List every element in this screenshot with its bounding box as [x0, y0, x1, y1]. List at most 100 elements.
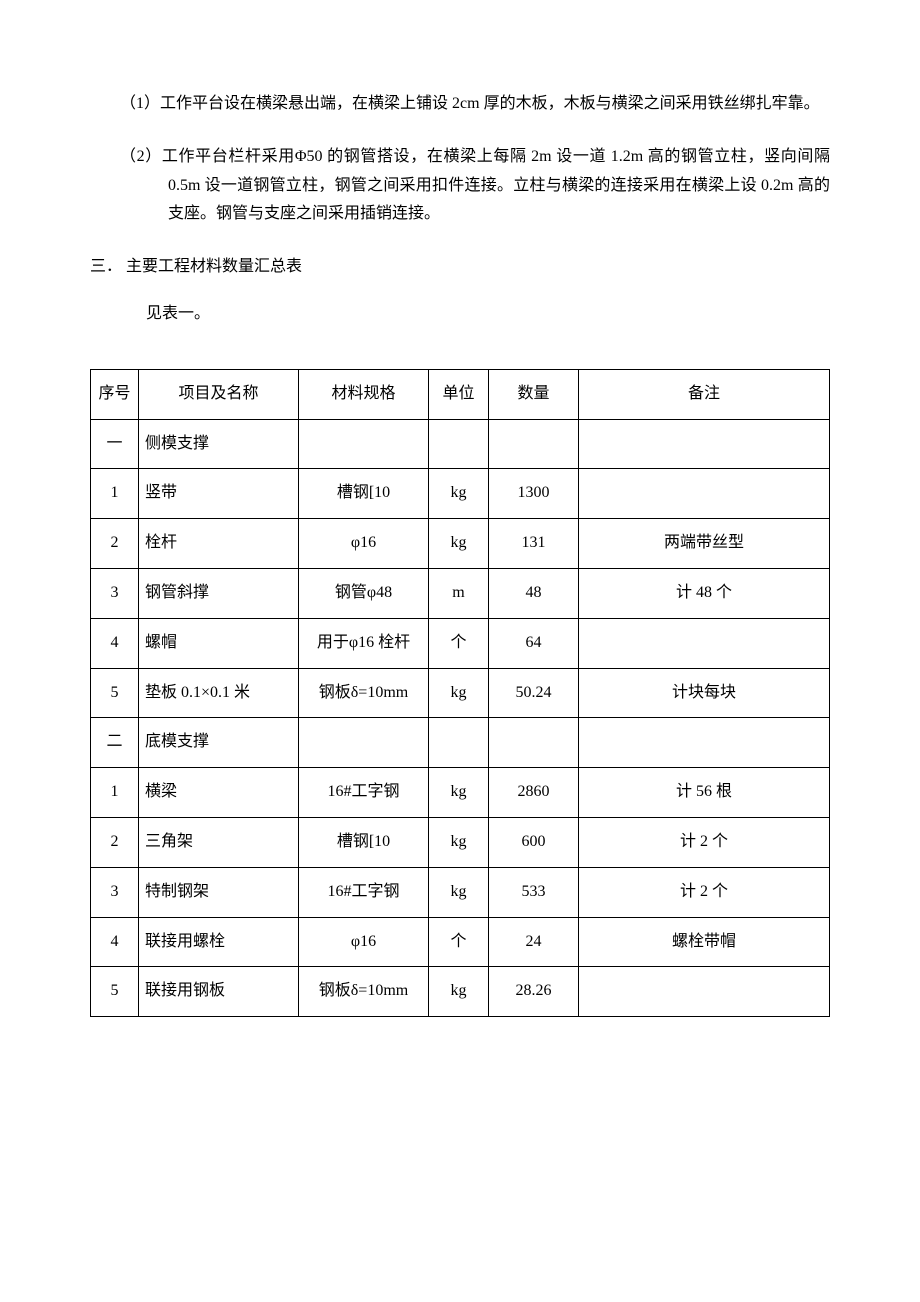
cell-spec: 16#工字钢	[299, 768, 429, 818]
cell-name: 底模支撑	[139, 718, 299, 768]
cell-remark: 计块每块	[579, 668, 830, 718]
cell-seq: 1	[91, 469, 139, 519]
cell-qty: 1300	[489, 469, 579, 519]
cell-qty: 50.24	[489, 668, 579, 718]
cell-seq: 3	[91, 867, 139, 917]
cell-name: 竖带	[139, 469, 299, 519]
cell-spec	[299, 718, 429, 768]
see-table-text: 见表一。	[90, 300, 830, 329]
table-row: 3 特制钢架 16#工字钢 kg 533 计 2 个	[91, 867, 830, 917]
table-row: 2 三角架 槽钢[10 kg 600 计 2 个	[91, 817, 830, 867]
table-row: 4 螺帽 用于φ16 栓杆 个 64	[91, 618, 830, 668]
cell-name: 垫板 0.1×0.1 米	[139, 668, 299, 718]
table-row: 二 底模支撑	[91, 718, 830, 768]
cell-remark: 计 2 个	[579, 817, 830, 867]
cell-spec: φ16	[299, 917, 429, 967]
cell-seq: 2	[91, 817, 139, 867]
paragraph-1: （1）工作平台设在横梁悬出端，在横梁上铺设 2cm 厚的木板，木板与横梁之间采用…	[90, 90, 830, 119]
cell-spec: 钢管φ48	[299, 568, 429, 618]
cell-name: 联接用螺栓	[139, 917, 299, 967]
paragraph-2-label: （2）	[120, 148, 162, 165]
cell-unit: kg	[429, 867, 489, 917]
cell-remark: 两端带丝型	[579, 519, 830, 569]
cell-spec: 槽钢[10	[299, 817, 429, 867]
cell-remark: 计 56 根	[579, 768, 830, 818]
paragraph-1-label: （1）	[120, 95, 160, 112]
cell-seq: 5	[91, 668, 139, 718]
cell-seq: 4	[91, 917, 139, 967]
cell-unit: kg	[429, 469, 489, 519]
paragraph-2: （2）工作平台栏杆采用Φ50 的钢管搭设，在横梁上每隔 2m 设一道 1.2m …	[90, 143, 830, 229]
cell-name: 螺帽	[139, 618, 299, 668]
cell-unit: 个	[429, 917, 489, 967]
cell-remark	[579, 419, 830, 469]
cell-spec: φ16	[299, 519, 429, 569]
cell-spec: 16#工字钢	[299, 867, 429, 917]
table-row: 4 联接用螺栓 φ16 个 24 螺栓带帽	[91, 917, 830, 967]
cell-unit: kg	[429, 817, 489, 867]
cell-remark	[579, 469, 830, 519]
paragraph-2-text: 工作平台栏杆采用Φ50 的钢管搭设，在横梁上每隔 2m 设一道 1.2m 高的钢…	[162, 148, 830, 223]
table-body: 一 侧模支撑 1 竖带 槽钢[10 kg 1300 2 栓杆 φ16 kg 13…	[91, 419, 830, 1017]
table-row: 1 竖带 槽钢[10 kg 1300	[91, 469, 830, 519]
cell-qty	[489, 419, 579, 469]
cell-name: 特制钢架	[139, 867, 299, 917]
table-row: 1 横梁 16#工字钢 kg 2860 计 56 根	[91, 768, 830, 818]
cell-name: 横梁	[139, 768, 299, 818]
cell-remark: 计 2 个	[579, 867, 830, 917]
cell-unit: kg	[429, 668, 489, 718]
cell-seq: 4	[91, 618, 139, 668]
cell-seq: 二	[91, 718, 139, 768]
cell-qty: 64	[489, 618, 579, 668]
cell-seq: 2	[91, 519, 139, 569]
cell-remark	[579, 967, 830, 1017]
cell-seq: 1	[91, 768, 139, 818]
cell-qty: 28.26	[489, 967, 579, 1017]
cell-qty	[489, 718, 579, 768]
cell-unit: m	[429, 568, 489, 618]
cell-remark	[579, 618, 830, 668]
cell-name: 侧模支撑	[139, 419, 299, 469]
cell-unit: kg	[429, 768, 489, 818]
header-remark: 备注	[579, 369, 830, 419]
cell-qty: 131	[489, 519, 579, 569]
table-row: 5 联接用钢板 钢板δ=10mm kg 28.26	[91, 967, 830, 1017]
table-row: 5 垫板 0.1×0.1 米 钢板δ=10mm kg 50.24 计块每块	[91, 668, 830, 718]
header-seq: 序号	[91, 369, 139, 419]
cell-unit: 个	[429, 618, 489, 668]
cell-remark: 螺栓带帽	[579, 917, 830, 967]
table-row: 3 钢管斜撑 钢管φ48 m 48 计 48 个	[91, 568, 830, 618]
header-name: 项目及名称	[139, 369, 299, 419]
header-unit: 单位	[429, 369, 489, 419]
cell-remark	[579, 718, 830, 768]
section-3-title: 主要工程材料数量汇总表	[126, 258, 302, 275]
header-qty: 数量	[489, 369, 579, 419]
section-3-heading: 三． 主要工程材料数量汇总表	[90, 253, 830, 282]
cell-seq: 一	[91, 419, 139, 469]
materials-table: 序号 项目及名称 材料规格 单位 数量 备注 一 侧模支撑 1 竖带 槽钢[10…	[90, 369, 830, 1017]
table-row: 一 侧模支撑	[91, 419, 830, 469]
cell-seq: 3	[91, 568, 139, 618]
cell-unit: kg	[429, 967, 489, 1017]
table-header-row: 序号 项目及名称 材料规格 单位 数量 备注	[91, 369, 830, 419]
cell-name: 钢管斜撑	[139, 568, 299, 618]
cell-name: 联接用钢板	[139, 967, 299, 1017]
cell-spec: 钢板δ=10mm	[299, 668, 429, 718]
cell-qty: 24	[489, 917, 579, 967]
cell-name: 三角架	[139, 817, 299, 867]
cell-qty: 533	[489, 867, 579, 917]
table-row: 2 栓杆 φ16 kg 131 两端带丝型	[91, 519, 830, 569]
cell-unit	[429, 718, 489, 768]
cell-qty: 600	[489, 817, 579, 867]
cell-unit	[429, 419, 489, 469]
cell-spec	[299, 419, 429, 469]
paragraph-1-text: 工作平台设在横梁悬出端，在横梁上铺设 2cm 厚的木板，木板与横梁之间采用铁丝绑…	[160, 95, 820, 112]
section-3-label: 三．	[90, 258, 122, 275]
cell-spec: 钢板δ=10mm	[299, 967, 429, 1017]
cell-spec: 用于φ16 栓杆	[299, 618, 429, 668]
cell-seq: 5	[91, 967, 139, 1017]
cell-qty: 2860	[489, 768, 579, 818]
cell-unit: kg	[429, 519, 489, 569]
cell-name: 栓杆	[139, 519, 299, 569]
cell-remark: 计 48 个	[579, 568, 830, 618]
